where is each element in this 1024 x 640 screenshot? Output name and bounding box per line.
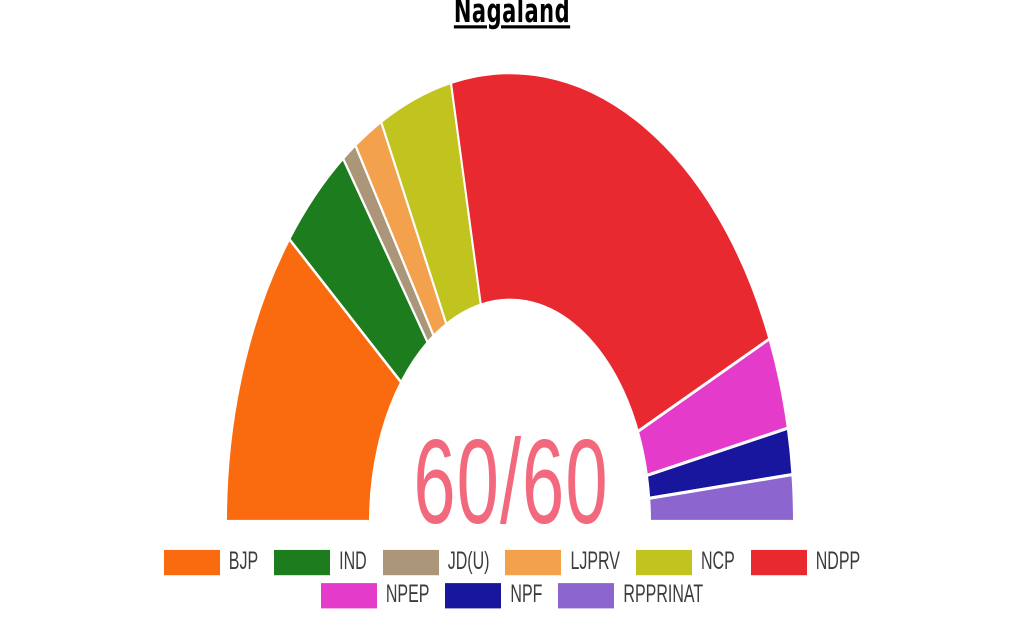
legend-swatch-ljprv — [505, 549, 562, 575]
legend-item-ljprv: LJPRV — [505, 548, 620, 575]
legend-label-rpprinat: RPPRINAT — [623, 581, 704, 609]
chart-title: Nagaland — [453, 0, 571, 31]
legend-item-rpprinat: RPPRINAT — [558, 581, 704, 609]
legend-label-npep: NPEP — [385, 581, 430, 609]
segment-ndpp — [449, 71, 771, 434]
legend-row-1: BJP IND JD(U) LJPRV NCP NDPP — [0, 548, 1024, 575]
legend-item-bjp: BJP — [163, 548, 259, 576]
legend-swatch-rpprinat — [558, 582, 615, 608]
legend-swatch-ncp — [635, 549, 692, 575]
legend-swatch-bjp — [163, 549, 220, 575]
legend-label-ndpp: NDPP — [815, 548, 861, 576]
legend-swatch-jd-u — [382, 549, 439, 575]
legend-label-ncp: NCP — [700, 548, 735, 576]
legend-swatch-npep — [320, 582, 377, 608]
legend-label-ljprv: LJPRV — [570, 548, 620, 576]
legend-item-jd-u: JD(U) — [382, 548, 490, 576]
chart-legend: BJP IND JD(U) LJPRV NCP NDPP NPEP NPF RPPRINAT — [0, 548, 1024, 608]
legend-swatch-npf — [445, 582, 502, 608]
legend-row-2: NPEP NPF RPPRINAT — [0, 581, 1024, 609]
segment-bjp — [225, 237, 403, 524]
legend-swatch-ndpp — [750, 549, 807, 575]
legend-item-ind: IND — [274, 548, 367, 575]
legend-swatch-ind — [274, 549, 331, 575]
legend-label-bjp: BJP — [228, 548, 259, 576]
legend-item-npep: NPEP — [320, 581, 430, 609]
legend-label-jd-u: JD(U) — [447, 548, 490, 576]
legend-item-ncp: NCP — [635, 548, 735, 576]
legend-item-ndpp: NDPP — [750, 548, 861, 576]
segment-rpprinat — [648, 472, 795, 524]
seats-total-label: 60/60 — [413, 415, 609, 550]
legend-label-npf: NPF — [510, 581, 543, 609]
legend-item-npf: NPF — [445, 581, 543, 609]
legend-label-ind: IND — [339, 548, 367, 576]
